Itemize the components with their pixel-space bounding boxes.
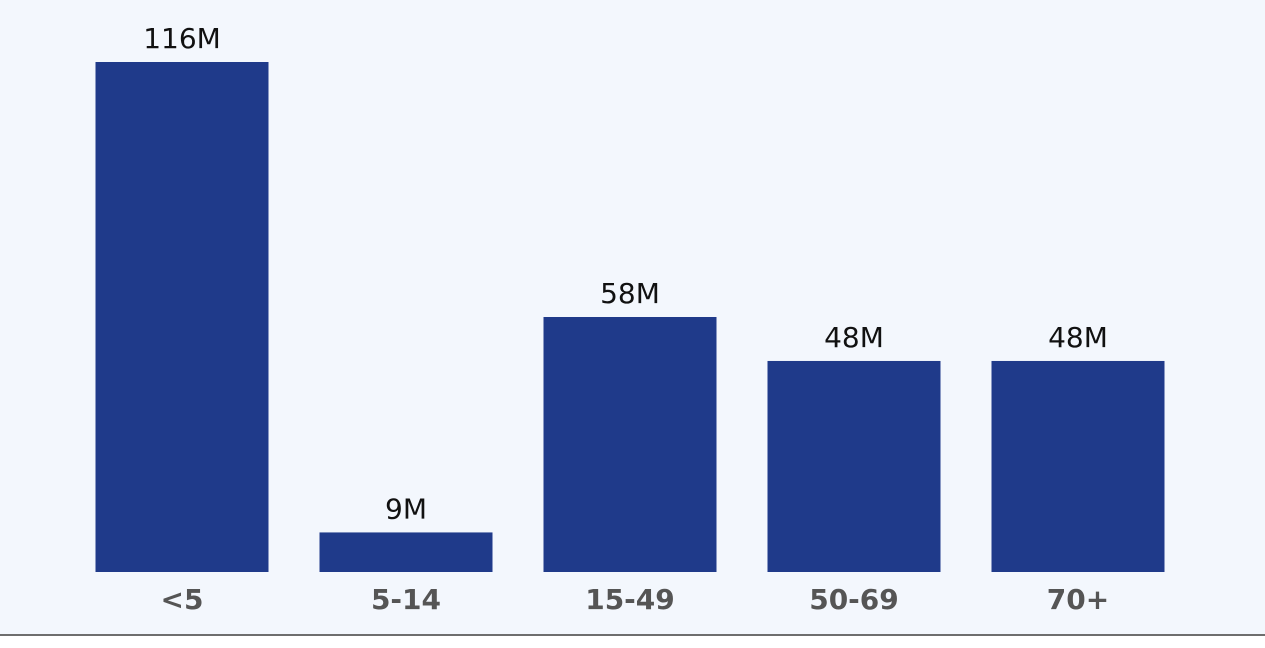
x-axis-tick-labels: <5 5-14 15-49 50-69 70+	[161, 583, 1110, 616]
bar-value-label: 116M	[143, 22, 221, 55]
x-tick-label: <5	[161, 583, 204, 616]
bars-layer	[95, 62, 1165, 572]
bar-3	[767, 360, 941, 572]
bar-value-label: 48M	[1048, 321, 1108, 354]
x-tick-label: 15-49	[585, 583, 675, 616]
bar-value-label: 9M	[385, 492, 427, 525]
data-labels-layer: 116M 9M 58M 48M 48M	[143, 22, 1108, 525]
bar-value-label: 58M	[600, 277, 660, 310]
chart-panel: 116M 9M 58M 48M 48M <5 5-14 15-49 50-69 70+	[0, 0, 1265, 634]
x-tick-label: 50-69	[809, 583, 899, 616]
x-tick-label: 70+	[1047, 583, 1109, 616]
bar-2	[543, 317, 717, 572]
bar-1	[319, 532, 493, 572]
bar-4	[991, 360, 1165, 572]
bottom-divider	[0, 634, 1265, 636]
x-tick-label: 5-14	[371, 583, 441, 616]
bar-value-label: 48M	[824, 321, 884, 354]
bar-chart: 116M 9M 58M 48M 48M <5 5-14 15-49 50-69 70+	[95, 22, 1165, 616]
bar-0	[95, 62, 269, 572]
